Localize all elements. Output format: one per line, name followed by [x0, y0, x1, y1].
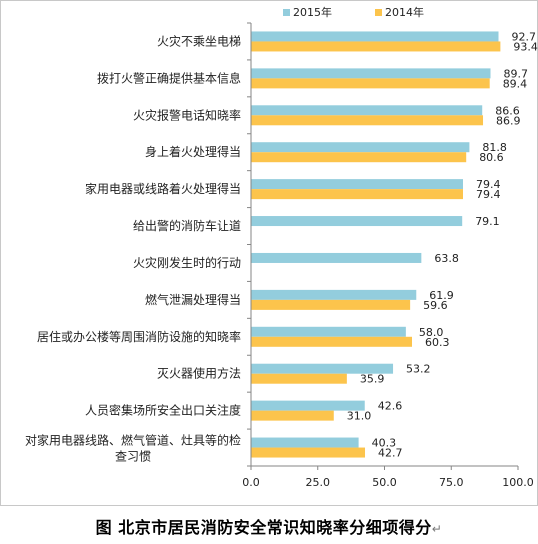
data-label-2-1: 93.4 [513, 40, 538, 53]
bar-1-8 [251, 289, 417, 300]
data-label-2-12: 42.7 [378, 447, 403, 460]
x-tick-label-4: 75.0 [439, 476, 464, 489]
data-label-1-9: 58.0 [419, 326, 444, 339]
category-label-5: 家用电器或线路着火处理得当 [85, 181, 241, 196]
data-label-2-4: 80.6 [479, 151, 504, 164]
bar-2-12 [251, 447, 366, 458]
bar-2-10 [251, 373, 347, 384]
category-label-2: 拨打火警正确提供基本信息 [97, 70, 241, 85]
bar-1-1 [251, 31, 499, 42]
bar-1-11 [251, 400, 365, 411]
data-label-2-10: 35.9 [360, 373, 385, 386]
bar-2-4 [251, 152, 467, 163]
bar-2-1 [251, 41, 501, 52]
category-label-3: 火灾报警电话知晓率 [133, 107, 241, 122]
caption-text: 图 北京市居民消防安全常识知晓率分细项得分 [95, 518, 432, 537]
category-label-8: 燃气泄漏处理得当 [145, 292, 241, 307]
data-label-2-5: 79.4 [476, 188, 501, 201]
bar-1-3 [251, 105, 483, 116]
data-label-2-2: 89.4 [503, 77, 528, 90]
data-label-2-9: 60.3 [425, 336, 450, 349]
data-label-1-5: 79.4 [476, 178, 501, 191]
data-label-1-8: 61.9 [429, 289, 454, 302]
category-label-9: 居住或办公楼等周围消防设施的知晓率 [37, 329, 241, 344]
paragraph-mark-icon: ↵ [431, 522, 443, 536]
bar-2-11 [251, 410, 334, 421]
data-label-1-6: 79.1 [475, 215, 500, 228]
chart-frame: 2015年 2014年 92.7 93.4 89.7 89.4 86.6 86.9 81.8 80… [0, 0, 538, 506]
bar-2-3 [251, 115, 484, 126]
x-tick-label-1: 0.0 [242, 476, 260, 489]
bar-1-4 [251, 142, 470, 153]
bar-1-9 [251, 326, 406, 337]
bar-1-12 [251, 437, 359, 448]
legend-label-1: 2015年 [293, 5, 332, 19]
bar-1-5 [251, 179, 463, 190]
bar-1-10 [251, 363, 394, 374]
category-label-7: 火灾刚发生时的行动 [133, 255, 241, 270]
data-label-1-1: 92.7 [512, 30, 537, 43]
category-label-10: 灭火器使用方法 [157, 366, 241, 381]
chart-caption: 图 北京市居民消防安全常识知晓率分细项得分↵ [0, 514, 538, 538]
category-label-4: 身上着火处理得当 [145, 144, 241, 159]
bar-1-7 [251, 252, 422, 263]
category-label-6: 给出警的消防车让道 [133, 218, 241, 233]
data-label-1-12: 40.3 [372, 437, 397, 450]
data-label-2-11: 31.0 [347, 410, 372, 423]
bar-2-2 [251, 78, 490, 89]
bar-chart: 2015年 2014年 92.793.4 89.789.4 86.686.9 81.880… [25, 5, 538, 489]
bar-1-2 [251, 68, 491, 79]
x-tick-label-5: 100.0 [502, 476, 534, 489]
bar-2-9 [251, 336, 413, 347]
bar-1-6 [251, 216, 463, 227]
legend-swatch-2 [375, 9, 382, 16]
data-label-1-4: 81.8 [482, 141, 507, 154]
x-tick-label-3: 50.0 [372, 476, 397, 489]
data-label-1-10: 53.2 [406, 363, 431, 376]
legend-swatch-1 [283, 9, 290, 16]
data-label-1-11: 42.6 [378, 400, 403, 413]
category-label-11: 人员密集场所安全出口关注度 [85, 403, 241, 418]
category-label-1: 火灾不乘坐电梯 [157, 33, 241, 48]
legend-label-2: 2014年 [385, 5, 424, 19]
category-label-12: 对家用电器线路、燃气管道、灶具等的检查习惯 [25, 433, 241, 464]
data-label-1-3: 86.6 [495, 104, 520, 117]
data-label-1-7: 63.8 [434, 252, 459, 265]
data-label-2-8: 59.6 [423, 299, 448, 312]
x-tick-label-2: 25.0 [306, 476, 331, 489]
data-label-2-3: 86.9 [496, 114, 521, 127]
bar-2-5 [251, 189, 463, 200]
bar-2-8 [251, 299, 411, 310]
data-label-1-2: 89.7 [503, 67, 528, 80]
